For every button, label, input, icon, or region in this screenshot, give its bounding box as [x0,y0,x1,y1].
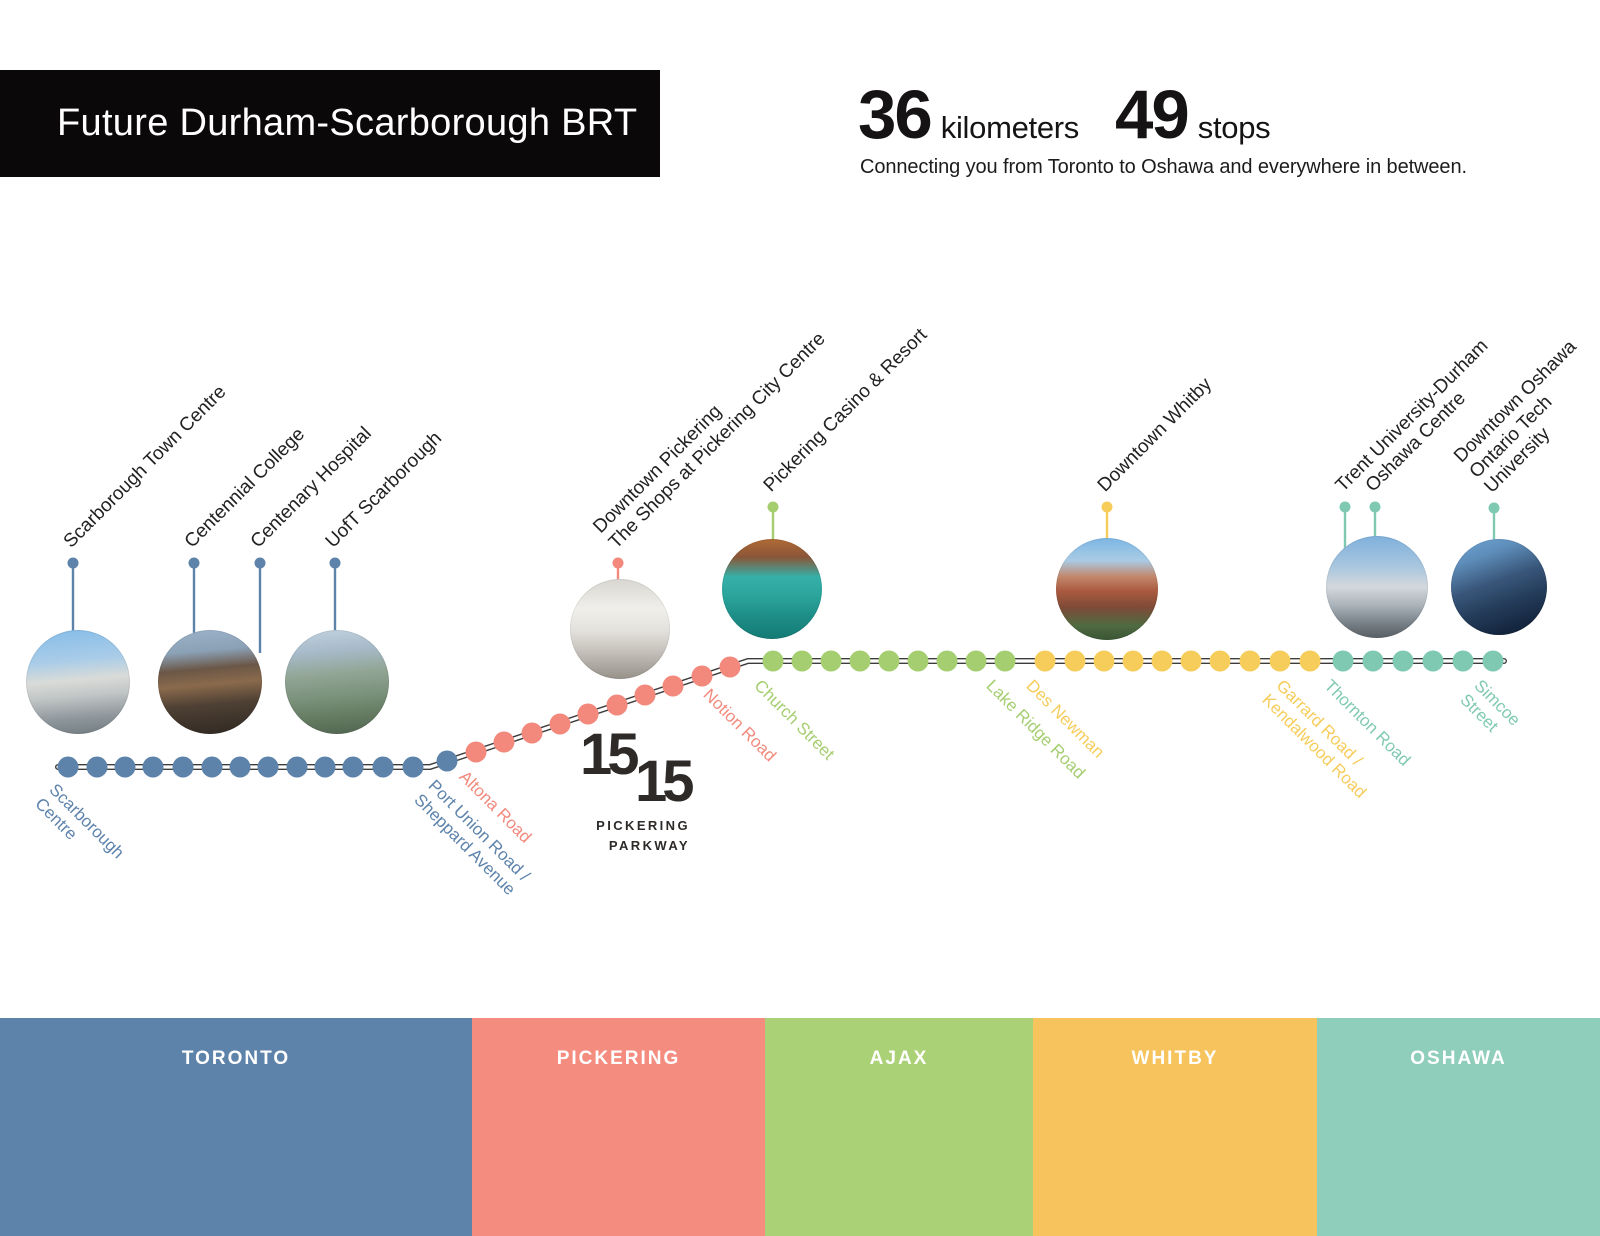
route-stop-dot-whitby [1151,650,1173,672]
route-stop-dot-ajax [994,650,1016,672]
callout-dot-pickering-casino-resort [767,501,779,513]
route-stop-dot-toronto [342,756,364,778]
route-stop-dot-toronto [314,756,336,778]
route-stop-dot-whitby [1299,650,1321,672]
route-stop-dot-oshawa [1482,650,1504,672]
route-stop-dot-pickering [634,684,656,706]
route-stop-dot-whitby [1122,650,1144,672]
route-stop-dot-pickering [606,694,628,716]
logo-digits-top: 15 [580,722,639,787]
city-band-toronto: TORONTO [0,1018,472,1236]
route-stop-dot-ajax [936,650,958,672]
route-stop-dot-toronto [201,756,223,778]
stats-row: 36 kilometers 49 stops [858,76,1271,153]
route-stop-dot-ajax [965,650,987,672]
callout-dot-downtown-oshawa-ontario-tech [1488,502,1500,514]
logo-wordmark: PICKERING PARKWAY [596,818,690,854]
city-band-label: AJAX [869,1048,929,1069]
route-stop-dot-pickering [465,741,487,763]
callout-dot-downtown-whitby [1101,501,1113,513]
logo-1515-pickering-parkway: 15 15 PICKERING PARKWAY [580,722,696,854]
route-stop-dot-oshawa [1392,650,1414,672]
route-stop-dot-toronto [436,750,458,772]
route-stop-dot-whitby [1034,650,1056,672]
route-stop-dot-whitby [1269,650,1291,672]
route-stop-dot-whitby [1064,650,1086,672]
city-band-label: PICKERING [556,1048,681,1069]
route-stop-dot-whitby [1180,650,1202,672]
centennial-college-photo [158,630,262,734]
route-stop-dot-oshawa [1452,650,1474,672]
oshawa-centre-photo [1326,536,1428,638]
route-stop-dot-toronto [57,756,79,778]
route-stop-dot-pickering [521,722,543,744]
city-band-label: WHITBY [1131,1048,1219,1069]
route-stop-dot-toronto [86,756,108,778]
route-stop-dot-pickering [493,731,515,753]
scarborough-town-centre-photo [26,630,130,734]
route-stop-dot-oshawa [1362,650,1384,672]
title-banner: Future Durham-Scarborough BRT [0,70,660,177]
city-band-oshawa: OSHAWA [1317,1018,1600,1236]
route-stop-dot-toronto [257,756,279,778]
route-stop-dot-ajax [820,650,842,672]
stat-kilometers-label: kilometers [940,110,1080,145]
shops-pickering-photo [570,579,670,679]
downtown-whitby-photo [1056,538,1158,640]
route-stop-dot-toronto [172,756,194,778]
city-band-whitby: WHITBY [1033,1018,1317,1236]
callout-dot-centenary-hospital [254,557,266,569]
route-stop-dot-toronto [114,756,136,778]
route-stop-dot-ajax [762,650,784,672]
route-stop-dot-pickering [549,713,571,735]
route-stop-dot-pickering [577,703,599,725]
route-stop-dot-oshawa [1332,650,1354,672]
stat-kilometers-value: 36 [858,76,933,153]
page-title: Future Durham-Scarborough BRT [57,102,638,144]
city-band-pickering: PICKERING [472,1018,765,1236]
logo-digits-bottom: 15 [635,749,694,814]
callout-dot-uoft-scarborough [329,557,341,569]
route-stop-dot-ajax [878,650,900,672]
route-stop-dot-whitby [1093,650,1115,672]
callout-dot-oshawa-centre [1369,501,1381,513]
uoft-scarborough-photo [285,630,389,734]
route-stop-dot-pickering [691,665,713,687]
callout-dot-downtown-pickering-shops [612,557,624,569]
route-stop-dot-toronto [372,756,394,778]
route-stop-dot-ajax [791,650,813,672]
callout-dot-centennial-college [188,557,200,569]
ontario-tech-photo [1451,539,1547,635]
city-band-label: OSHAWA [1410,1048,1507,1069]
route-stop-dot-pickering [662,675,684,697]
route-stop-dot-ajax [849,650,871,672]
city-band-ajax: AJAX [765,1018,1033,1236]
route-stop-dot-oshawa [1422,650,1444,672]
route-stop-dot-toronto [402,756,424,778]
callout-dot-trent-university-durham [1339,501,1351,513]
city-band-label: TORONTO [181,1048,291,1069]
route-stop-dot-whitby [1209,650,1231,672]
pickering-casino-photo [722,539,822,639]
route-stop-dot-toronto [142,756,164,778]
stat-stops-value: 49 [1115,76,1190,153]
route-stop-dot-toronto [286,756,308,778]
route-stop-dot-pickering [719,656,741,678]
stat-stops-label: stops [1197,110,1271,145]
route-stop-dot-ajax [907,650,929,672]
stats-subtitle: Connecting you from Toronto to Oshawa an… [860,156,1467,178]
route-stop-dot-whitby [1239,650,1261,672]
callout-dot-scarborough-town-centre [67,557,79,569]
route-stop-dot-toronto [229,756,251,778]
